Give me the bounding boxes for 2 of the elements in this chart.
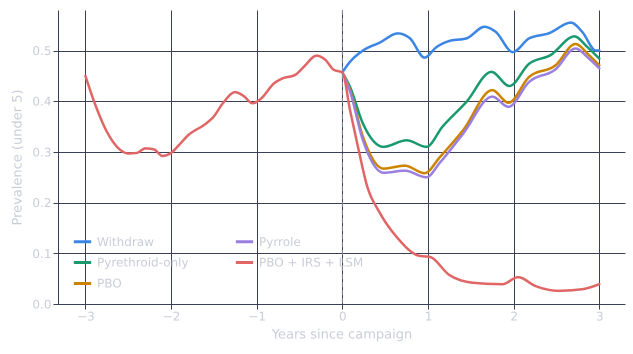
line-series	[84, 54, 601, 292]
line-series	[341, 21, 601, 74]
